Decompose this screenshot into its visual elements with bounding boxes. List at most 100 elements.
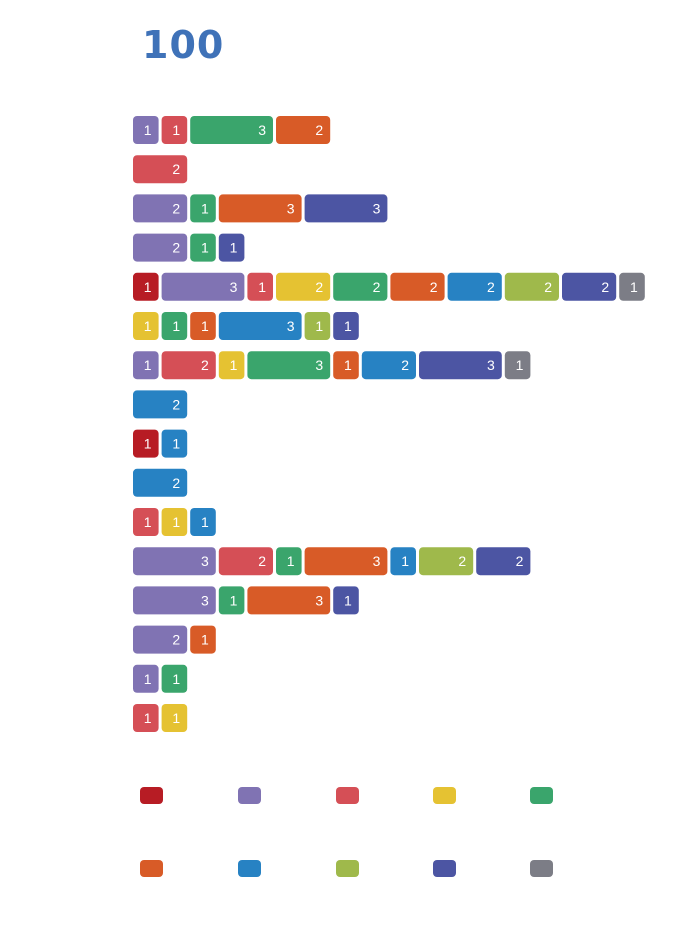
bar-segment-label: 2 [172, 475, 180, 491]
bar-segment [504, 351, 531, 380]
bar-segment [190, 508, 216, 536]
bar-segment [304, 547, 388, 576]
bar-segment [276, 272, 331, 301]
legend-swatch [433, 787, 456, 804]
legend-swatch [530, 787, 553, 804]
bar-segment-label: 2 [458, 553, 466, 569]
bar-segment-label: 2 [315, 122, 323, 138]
bar-segment [133, 155, 188, 184]
bar-row: 2 1 1 [133, 233, 245, 262]
bar-segment [390, 272, 445, 301]
bar-segment-label: 3 [487, 357, 495, 373]
bar-row: 1 2 1 3 1 2 3 1 [133, 351, 531, 380]
bar-segment [133, 233, 188, 262]
bar-segment [447, 272, 502, 301]
bar-segment-label: 1 [172, 436, 180, 452]
bar-row: 2 [133, 468, 188, 497]
bar-segment [218, 351, 245, 380]
bar-segment [190, 233, 216, 262]
legend-swatch [140, 860, 163, 877]
bar-segment-label: 1 [144, 436, 152, 452]
bar-segment [161, 429, 188, 458]
bar-segment [333, 586, 359, 615]
bar-segment [190, 116, 273, 144]
bar-segment [133, 468, 188, 497]
bar-segment [218, 233, 245, 262]
bar-segment-label: 1 [201, 318, 209, 334]
bar-segment-label: 2 [172, 240, 180, 256]
bar-segment [133, 312, 159, 340]
bar-segment-label: 3 [287, 318, 295, 334]
bar-segment [476, 547, 531, 576]
bar-segment-label: 1 [344, 592, 352, 608]
bar-segment-label: 1 [344, 318, 352, 334]
bar-segment-label: 1 [201, 632, 209, 648]
bar-segment-label: 2 [172, 200, 180, 216]
bar-segment-label: 1 [172, 671, 180, 687]
bar-row: 3 1 3 1 [133, 586, 359, 615]
bar-segment-label: 1 [258, 279, 266, 295]
bar-segment [161, 704, 188, 732]
bar-segment-label: 2 [601, 279, 609, 295]
bar-segment-label: 1 [144, 671, 152, 687]
bar-segment [190, 194, 216, 223]
bar-segment [504, 272, 559, 301]
bar-segment-label: 3 [315, 357, 323, 373]
bar-segment [190, 625, 216, 654]
bar-segment [619, 272, 645, 301]
bar-segment-label: 3 [258, 122, 266, 138]
bar-segment [161, 508, 188, 536]
bar-segment-label: 3 [315, 592, 323, 608]
bar-segment [133, 547, 216, 576]
bar-segment [304, 312, 331, 340]
bar-segment-label: 3 [287, 200, 295, 216]
bar-segment-label: 1 [144, 122, 152, 138]
bar-segment-label: 1 [144, 357, 152, 373]
bar-segment [562, 272, 617, 301]
bar-segment-label: 3 [373, 553, 381, 569]
bar-segment [133, 429, 159, 458]
bar-row: 1 3 1 2 2 2 2 2 2 1 [133, 272, 645, 301]
bar-segment [133, 508, 159, 536]
bar-segment-label: 1 [144, 279, 152, 295]
bar-segment-label: 1 [144, 710, 152, 726]
bar-segment [390, 547, 416, 576]
bar-segment [218, 194, 302, 223]
bar-segment-label: 3 [373, 200, 381, 216]
legend-swatch [530, 860, 553, 877]
bar-segment-label: 2 [544, 279, 552, 295]
bar-segment [333, 272, 388, 301]
bar-segment-label: 1 [315, 318, 323, 334]
bar-segment [161, 351, 216, 380]
legend-swatch [140, 787, 163, 804]
bar-segment [247, 351, 331, 380]
bar-segment [419, 547, 474, 576]
bar-row: 1 1 1 [133, 508, 216, 536]
bar-segment-label: 1 [516, 357, 524, 373]
bar-segment [247, 586, 331, 615]
bar-segment [218, 547, 273, 576]
bar-segment-label: 3 [230, 279, 238, 295]
bar-segment-label: 1 [630, 279, 638, 295]
bar-segment-label: 1 [230, 240, 238, 256]
bar-segment [133, 625, 188, 654]
bar-segment [190, 312, 216, 340]
chart-title: 100 [142, 23, 225, 67]
bar-segment-label: 1 [201, 240, 209, 256]
bar-segment [361, 351, 416, 380]
bar-segment [133, 664, 159, 693]
bar-segment-label: 1 [172, 318, 180, 334]
bar-row: 2 [133, 390, 188, 419]
bar-row: 1 1 1 3 1 1 [133, 312, 359, 340]
bar-segment [133, 116, 159, 144]
bar-segment-label: 3 [201, 553, 209, 569]
legend-swatch [433, 860, 456, 877]
bar-segment-label: 1 [201, 514, 209, 530]
bar-segment [218, 586, 245, 615]
bar-segment-label: 2 [201, 357, 209, 373]
bar-segment [333, 312, 359, 340]
bar-segment [133, 586, 216, 615]
bar-segment-label: 1 [230, 592, 238, 608]
bar-segment-label: 2 [172, 161, 180, 177]
